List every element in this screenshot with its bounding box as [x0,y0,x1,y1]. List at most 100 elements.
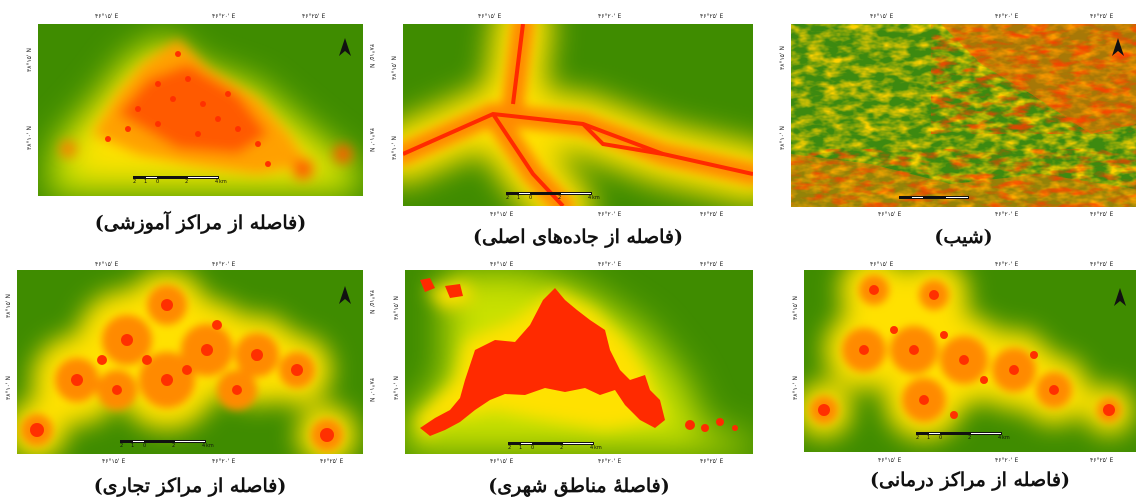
scale-label: 0 [156,179,159,185]
caption-urban: (فاصلهٔ مناطق شهری) [405,475,753,497]
coord-bottom-3: ۴۶°۲۵' E [1090,212,1113,218]
caption-slope: (شیب) [791,226,1136,248]
scale-label: 2 [508,445,511,451]
scale-unit: km [219,179,227,185]
coord-top-1: ۴۶°۱۵' E [870,14,893,20]
coord-left-1: ۳۸°۱۵' N [780,46,786,70]
coord-top-3: ۴۶°۲۵' E [1090,262,1113,268]
coord-left-2: ۳۸°۱۰' N [780,126,786,150]
scale-label: 2 [558,195,561,201]
scale-label: 1 [517,195,520,201]
coord-top-2: ۴۶°۲۰' E [598,14,621,20]
coord-left-2: ۳۸°۱۰' N [27,126,33,150]
coord-left-1: ۳۸°۱۵' N [394,296,400,320]
coord-top-3: ۴۶°۲۵' E [302,14,325,20]
coord-right-2: ۳۸°۱۰' N [368,128,374,152]
north-arrow-icon [339,286,351,304]
coord-left-1: ۳۸°۱۵' N [392,56,398,80]
map-slope [791,24,1136,207]
scale-unit: km [594,445,602,451]
coord-bottom-1: ۴۶°۱۵' E [490,459,513,465]
scale-label: 2 [560,445,563,451]
scale-label: 1 [131,443,134,449]
coord-top-3: ۴۶°۲۵' E [1090,14,1113,20]
coord-bottom-1: ۴۶°۱۵' E [878,212,901,218]
scale-bar: 2 1 0 2 4 km [120,438,210,450]
scale-label: 0 [939,435,942,441]
coord-top-1: ۴۶°۱۵' E [870,262,893,268]
coord-left-1: ۳۸°۱۵' N [793,296,799,320]
coord-top-2: ۴۶°۲۰' E [598,262,621,268]
scale-unit: km [206,443,214,449]
north-arrow-icon [339,38,351,56]
caption-commercial: (فاصله از مراکز تجاری) [17,475,363,497]
coord-left-2: ۳۸°۱۰' N [394,376,400,400]
scale-label: 0 [531,445,534,451]
coord-left-2: ۳۸°۱۰' N [392,136,398,160]
coord-bottom-2: ۴۶°۲۰' E [995,212,1018,218]
scale-label: 4 [215,179,218,185]
coord-bottom-3: ۴۶°۲۵' E [320,459,343,465]
coord-top-2: ۴۶°۲۰' E [995,262,1018,268]
scale-label: 1 [519,445,522,451]
coord-left-2: ۳۸°۱۰' N [793,376,799,400]
map-roads: 2 1 0 2 4 km [403,24,753,206]
scale-label: 2 [916,435,919,441]
caption-roads: (فاصله از جاده‌های اصلی) [403,226,753,248]
scale-label: 2 [185,179,188,185]
north-arrow-icon [1114,288,1126,306]
coord-bottom-2: ۴۶°۲۰' E [212,459,235,465]
coord-top-2: ۴۶°۲۰' E [212,14,235,20]
coord-bottom-3: ۴۶°۲۵' E [700,212,723,218]
scale-label: 2 [133,179,136,185]
scale-bar: 2 1 0 2 4 km [133,174,223,186]
coord-top-1: ۴۶°۱۵' E [95,262,118,268]
coord-bottom-2: ۴۶°۲۰' E [598,459,621,465]
scale-label: 4 [998,435,1001,441]
scale-label: 4 [588,195,591,201]
coord-bottom-1: ۴۶°۱۵' E [102,459,125,465]
coord-bottom-1: ۴۶°۱۵' E [878,458,901,464]
scale-label: 1 [927,435,930,441]
map-health: 2 1 0 2 4 km [804,270,1136,452]
map-urban: 2 1 0 2 4 km [405,270,753,454]
coord-top-1: ۴۶°۱۵' E [478,14,501,20]
coord-bottom-2: ۴۶°۲۰' E [598,212,621,218]
scale-label: 2 [506,195,509,201]
north-arrow-icon [1112,38,1124,56]
scale-label: 1 [144,179,147,185]
scale-label: 0 [143,443,146,449]
coord-left-2: ۳۸°۱۰' N [6,376,12,400]
scale-label: 4 [202,443,205,449]
coord-right-2: ۳۸°۱۰' N [368,378,374,402]
caption-health: (فاصله از مراکز درمانی) [804,469,1136,491]
map-education: 2 1 0 2 4 km [38,24,363,196]
coord-bottom-2: ۴۶°۲۰' E [995,458,1018,464]
coord-top-1: ۴۶°۱۵' E [95,14,118,20]
map-commercial: 2 1 0 2 4 km [17,270,363,454]
coord-bottom-3: ۴۶°۲۵' E [1090,458,1113,464]
coord-top-3: ۴۶°۲۵' E [700,262,723,268]
coord-right-1: ۳۸°۱۵' N [368,290,374,314]
scale-label: 4 [590,445,593,451]
scale-bar: 2 1 0 2 4 km [506,190,596,202]
caption-education: (فاصله از مراکز آموزشی) [38,212,363,234]
scale-label: 2 [172,443,175,449]
coord-top-2: ۴۶°۲۰' E [212,262,235,268]
coord-bottom-1: ۴۶°۱۵' E [490,212,513,218]
coord-left-1: ۳۸°۱۵' N [6,294,12,318]
coord-bottom-3: ۴۶°۲۵' E [700,459,723,465]
scale-unit: km [592,195,600,201]
scale-unit: km [1002,435,1010,441]
coord-left-1: ۳۸°۱۵' N [27,48,33,72]
coord-right-1: ۳۸°۱۵' N [368,44,374,68]
scale-label: 2 [120,443,123,449]
scale-label: 2 [968,435,971,441]
scale-bar: 2 1 0 2 4 km [508,440,598,452]
scale-bar [899,194,979,206]
coord-top-1: ۴۶°۱۵' E [490,262,513,268]
coord-top-2: ۴۶°۲۰' E [995,14,1018,20]
coord-top-3: ۴۶°۲۵' E [700,14,723,20]
scale-label: 0 [529,195,532,201]
scale-bar: 2 1 0 2 4 km [916,430,1006,442]
